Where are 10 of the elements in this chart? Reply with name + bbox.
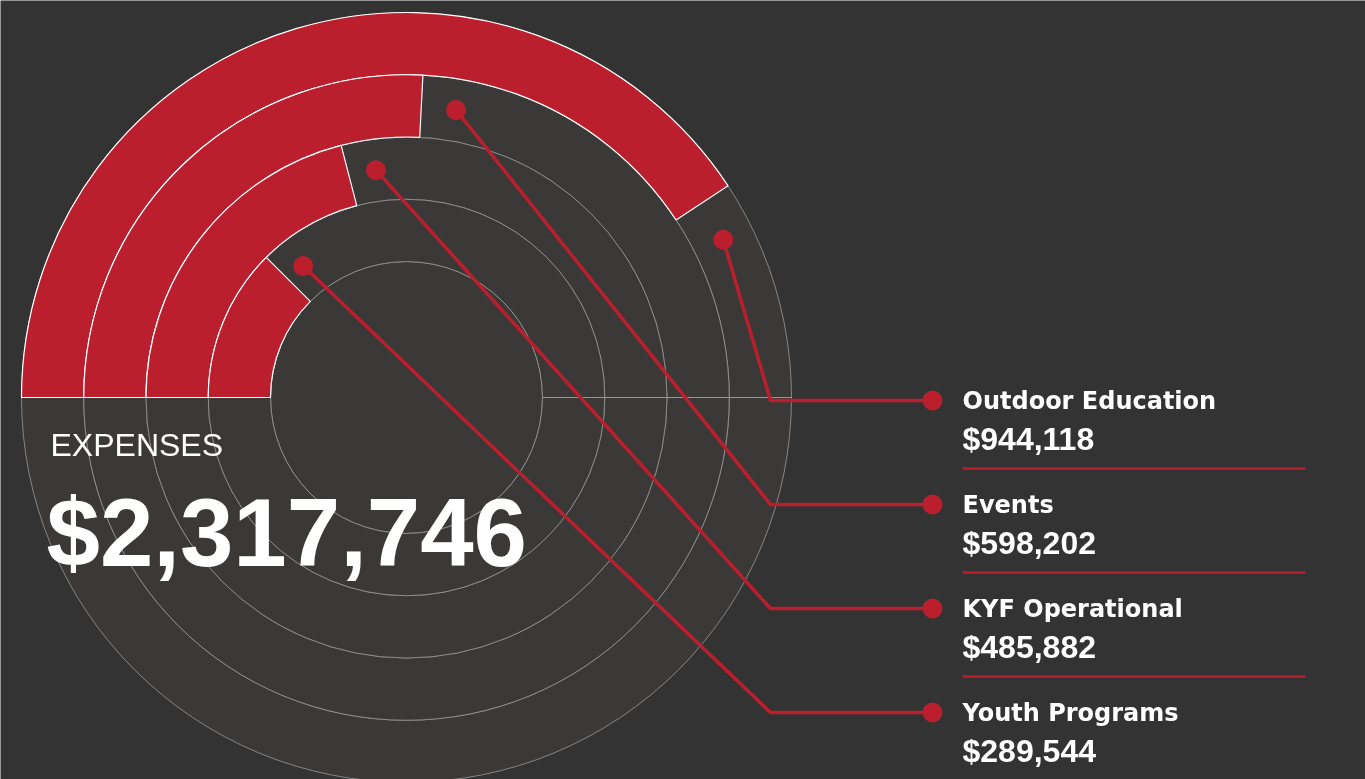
category-label: Outdoor Education xyxy=(962,386,1217,415)
category-label: Events xyxy=(962,490,1054,519)
data-label: $598,202 xyxy=(962,524,1096,561)
category-label: KYF Operational xyxy=(962,594,1183,623)
data-label: $289,544 xyxy=(962,732,1097,769)
text: $2,317,746 xyxy=(46,479,527,586)
data-label: $944,118 xyxy=(962,420,1095,457)
data-label: $485,882 xyxy=(962,628,1096,665)
text: EXPENSES xyxy=(50,426,224,463)
category-label: Youth Programs xyxy=(961,698,1179,727)
